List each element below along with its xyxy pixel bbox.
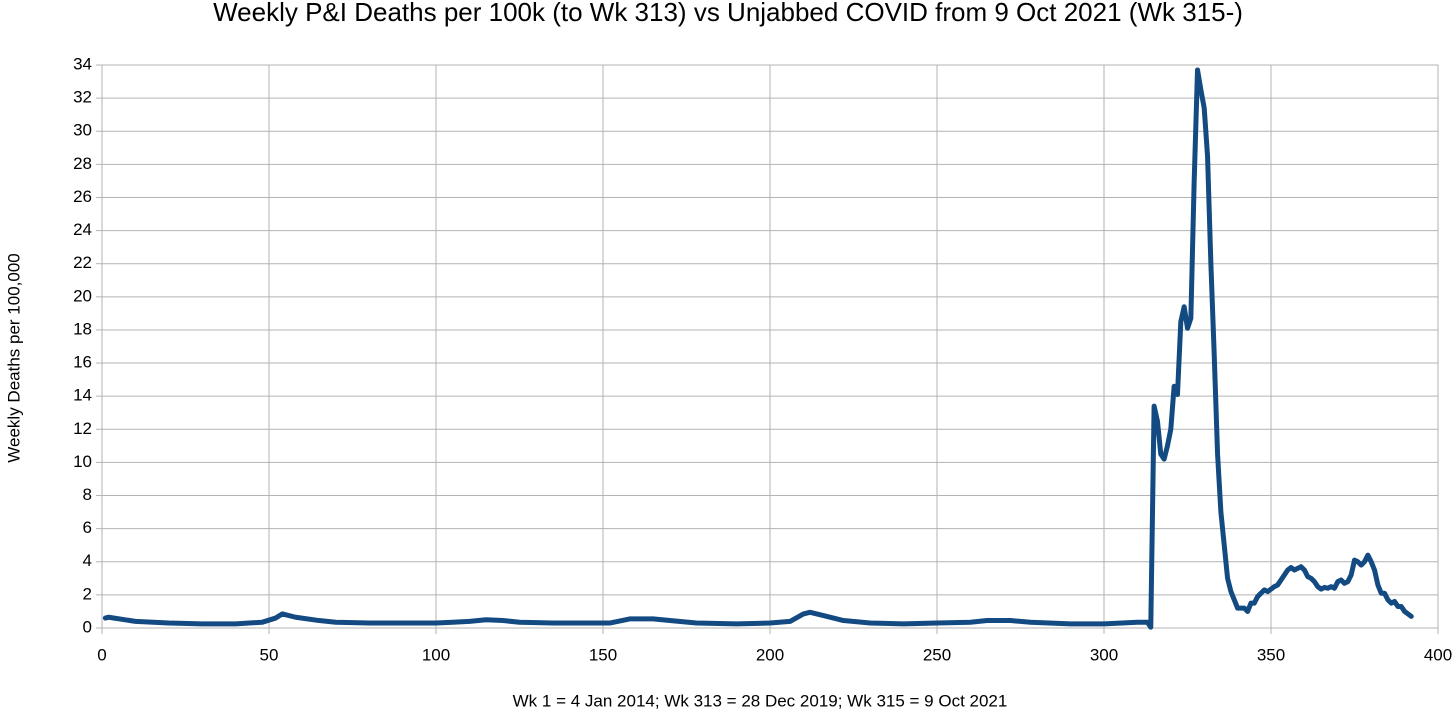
y-tick-label: 12 xyxy=(73,419,92,438)
y-axis-label: Weekly Deaths per 100,000 xyxy=(4,253,23,462)
x-tick-label: 150 xyxy=(589,645,617,664)
y-tick-label: 24 xyxy=(73,220,92,239)
x-tick-label: 250 xyxy=(923,645,951,664)
chart-title: Weekly P&I Deaths per 100k (to Wk 313) v… xyxy=(213,0,1243,27)
y-tick-label: 16 xyxy=(73,353,92,372)
y-tick-label: 22 xyxy=(73,253,92,272)
y-tick-label: 30 xyxy=(73,121,92,140)
y-tick-label: 4 xyxy=(83,551,92,570)
x-tick-label: 0 xyxy=(97,645,106,664)
x-tick-label: 350 xyxy=(1257,645,1285,664)
x-tick-label: 400 xyxy=(1424,645,1452,664)
y-tick-label: 6 xyxy=(83,518,92,537)
x-tick-label: 300 xyxy=(1090,645,1118,664)
x-tick-label: 50 xyxy=(260,645,279,664)
data-line xyxy=(102,67,1414,630)
y-tick-label: 14 xyxy=(73,386,92,405)
y-tick-label: 34 xyxy=(73,54,92,73)
y-tick-label: 20 xyxy=(73,286,92,305)
y-tick-label: 18 xyxy=(73,319,92,338)
y-tick-label: 32 xyxy=(73,88,92,107)
x-tick-label: 100 xyxy=(422,645,450,664)
x-tick-label: 200 xyxy=(756,645,784,664)
y-tick-label: 26 xyxy=(73,187,92,206)
y-tick-label: 0 xyxy=(83,617,92,636)
y-tick-label: 2 xyxy=(83,584,92,603)
y-tick-label: 10 xyxy=(73,452,92,471)
x-axis-label: Wk 1 = 4 Jan 2014; Wk 313 = 28 Dec 2019;… xyxy=(513,691,1008,710)
y-tick-label: 8 xyxy=(83,485,92,504)
y-tick-label: 28 xyxy=(73,154,92,173)
